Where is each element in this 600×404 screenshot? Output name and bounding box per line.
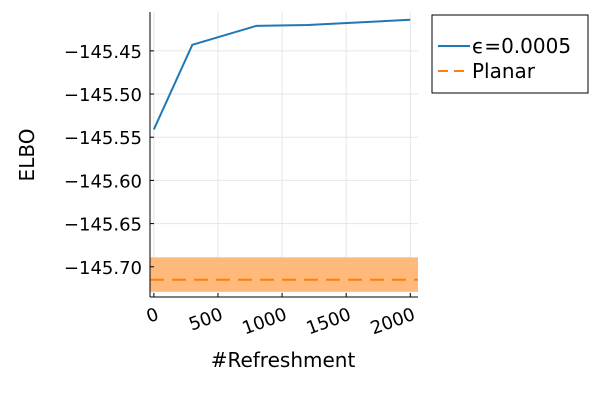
y-tick-label-0: −145.45 bbox=[64, 42, 142, 63]
x-tick-label-1: 500 bbox=[186, 304, 225, 335]
x-tick-label-2: 1000 bbox=[240, 304, 290, 339]
legend-box bbox=[431, 14, 589, 94]
x-tick-label-4: 2000 bbox=[368, 304, 418, 339]
y-tick-label-2: −145.55 bbox=[64, 128, 142, 149]
grid-layer bbox=[150, 12, 418, 297]
y-axis-label: ELBO bbox=[15, 129, 39, 182]
y-tick-label-4: −145.65 bbox=[64, 215, 142, 236]
y-tick-label-1: −145.50 bbox=[64, 85, 142, 106]
x-tick-label-3: 1500 bbox=[304, 304, 354, 339]
confidence-band-planar bbox=[150, 257, 418, 292]
legend-label-planar: Planar bbox=[472, 59, 536, 83]
legend: ϵ=0.0005 Planar bbox=[431, 14, 589, 94]
y-tick-label-3: −145.60 bbox=[64, 171, 142, 192]
axes-layer bbox=[149, 12, 418, 298]
tick-label-layer: −145.45 −145.50 −145.55 −145.60 −145.65 −145.… bbox=[64, 42, 418, 340]
x-tick-label-0: 0 bbox=[144, 304, 162, 328]
confidence-band-layer bbox=[150, 257, 418, 292]
y-tick-label-5: −145.70 bbox=[64, 258, 142, 279]
x-axis-label: #Refreshment bbox=[211, 348, 356, 372]
legend-label-epsilon: ϵ=0.0005 bbox=[472, 34, 571, 58]
series-layer bbox=[150, 18, 418, 281]
series-line-0 bbox=[152, 18, 411, 130]
